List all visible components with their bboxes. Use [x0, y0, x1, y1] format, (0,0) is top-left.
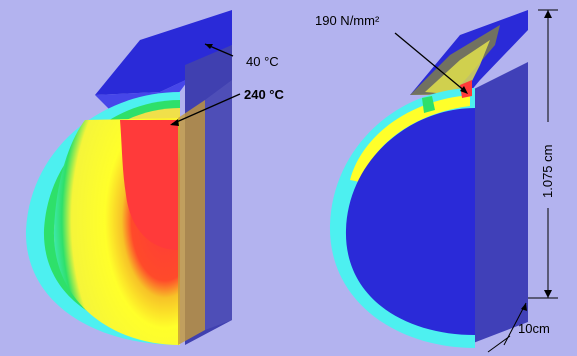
label-240c: 240 °C — [244, 87, 284, 102]
pointer-240 — [171, 93, 241, 125]
label-stress: 190 N/mm² — [315, 13, 380, 28]
label-40c: 40 °C — [246, 54, 279, 69]
stress-model-figure — [305, 5, 570, 353]
temperature-panel: 40 °C 240 °C — [25, 10, 284, 345]
stress-panel: 190 N/mm² 1.075 cm 10cm — [300, 0, 577, 356]
top-collar — [95, 10, 232, 95]
hot-zone — [120, 120, 178, 250]
pointer-stress — [394, 32, 467, 93]
label-width: 10cm — [518, 321, 550, 336]
stress-peak — [460, 80, 472, 98]
disc-inner — [345, 108, 475, 335]
label-height: 1.075 cm — [540, 144, 555, 198]
right-block — [468, 62, 528, 345]
temperature-model-figure — [25, 10, 241, 345]
